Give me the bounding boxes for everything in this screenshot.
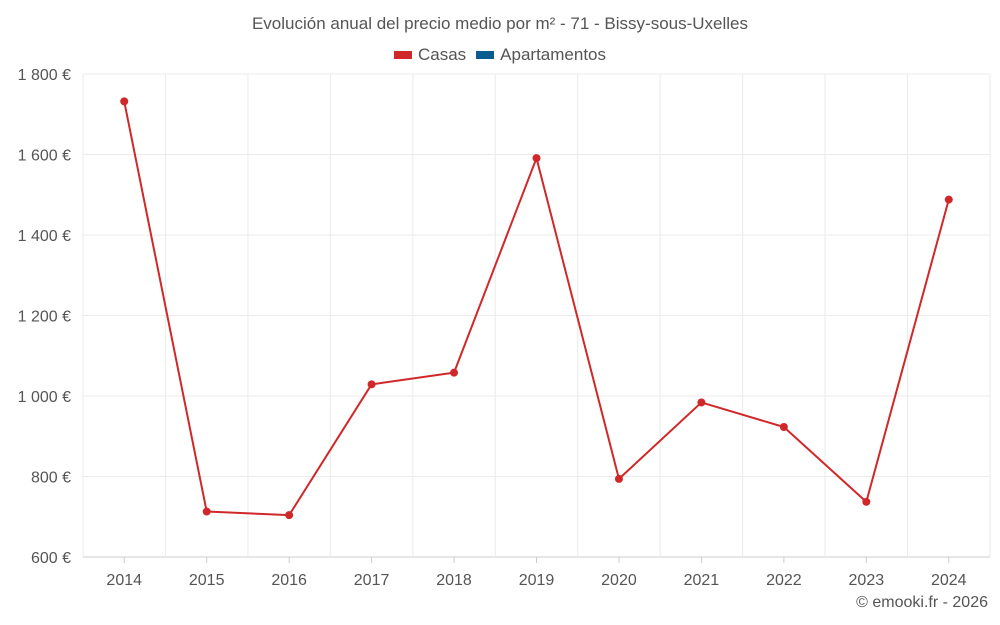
data-point-casas xyxy=(944,195,953,204)
y-tick-label: 1 800 € xyxy=(18,67,71,84)
credit-text: © emooki.fr - 2026 xyxy=(856,594,988,611)
x-tick-label: 2014 xyxy=(106,572,142,589)
data-point-casas xyxy=(779,422,788,431)
y-tick-label: 600 € xyxy=(31,550,71,567)
data-point-casas xyxy=(862,497,871,506)
legend: Casas Apartamentos xyxy=(0,45,1000,65)
x-tick-label: 2020 xyxy=(601,572,637,589)
x-tick-label: 2021 xyxy=(684,572,720,589)
legend-item-casas[interactable]: Casas xyxy=(393,45,467,65)
x-tick-label: 2024 xyxy=(931,572,967,589)
data-point-casas xyxy=(120,97,129,106)
y-tick-label: 1 000 € xyxy=(18,389,71,406)
legend-label-apartamentos: Apartamentos xyxy=(500,45,607,64)
x-tick-label: 2017 xyxy=(354,572,390,589)
x-tick-label: 2018 xyxy=(436,572,472,589)
legend-label-casas: Casas xyxy=(417,45,467,64)
chart-title: Evolución anual del precio medio por m² … xyxy=(251,14,749,33)
data-point-casas xyxy=(614,474,623,483)
x-tick-label: 2016 xyxy=(271,572,307,589)
x-tick-label: 2019 xyxy=(519,572,555,589)
x-tick-label: 2023 xyxy=(849,572,885,589)
x-tick-label: 2022 xyxy=(766,572,802,589)
legend-swatch-casas xyxy=(393,51,412,59)
data-point-casas xyxy=(202,507,211,516)
y-tick-label: 1 600 € xyxy=(18,148,71,165)
data-point-casas xyxy=(450,368,459,377)
data-point-casas xyxy=(285,511,294,520)
legend-item-apartamentos[interactable]: Apartamentos xyxy=(476,45,606,65)
y-tick-label: 1 200 € xyxy=(18,309,71,326)
data-point-casas xyxy=(367,380,376,389)
data-point-casas xyxy=(532,154,541,163)
data-point-casas xyxy=(697,398,706,407)
legend-swatch-apartamentos xyxy=(476,51,495,59)
y-tick-label: 800 € xyxy=(31,470,71,487)
y-tick-label: 1 400 € xyxy=(18,228,71,245)
x-tick-label: 2015 xyxy=(189,572,225,589)
